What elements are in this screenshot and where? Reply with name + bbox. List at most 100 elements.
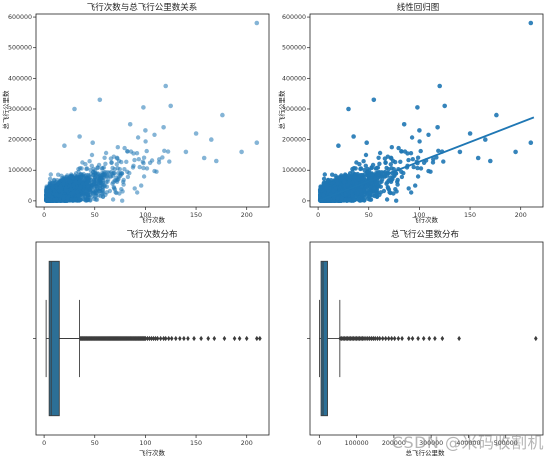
data-point: [426, 132, 431, 137]
data-point: [65, 195, 70, 201]
data-point: [343, 197, 348, 202]
x-tick-label: 0: [42, 212, 46, 219]
data-point: [102, 172, 107, 177]
y-tick-label: 0: [28, 198, 32, 205]
data-point: [56, 172, 61, 177]
data-point: [388, 162, 393, 167]
data-point: [389, 156, 394, 161]
data-point: [363, 194, 369, 199]
data-point: [160, 155, 165, 160]
data-point: [141, 155, 147, 160]
data-point: [113, 178, 118, 183]
data-point: [94, 180, 100, 185]
y-axis-label: 总飞行公里数: [1, 90, 10, 130]
data-point: [441, 159, 446, 164]
data-point: [254, 140, 260, 145]
data-point: [322, 172, 327, 177]
data-point: [111, 154, 117, 159]
data-point: [87, 159, 92, 164]
data-point: [125, 174, 131, 180]
data-point: [393, 159, 398, 165]
chart-title: 线性回归图: [397, 2, 440, 13]
data-point: [394, 198, 399, 203]
data-point: [45, 197, 50, 202]
data-point: [50, 185, 55, 191]
data-point: [380, 177, 385, 182]
data-point: [409, 190, 414, 195]
data-point: [139, 183, 144, 188]
data-point: [415, 155, 421, 160]
data-point: [168, 103, 173, 109]
data-point: [54, 192, 60, 197]
data-point: [417, 139, 422, 144]
data-point: [92, 191, 98, 196]
data-point: [113, 190, 118, 195]
data-point: [108, 174, 113, 179]
data-point: [395, 182, 400, 187]
data-point: [394, 189, 399, 194]
data-point: [77, 134, 82, 139]
data-point: [89, 194, 95, 199]
scatter-panel: 飞行次数与总飞行公里数关系 0 50 100 150 20001000002000003…: [1, 2, 270, 224]
data-point: [103, 161, 108, 166]
data-point: [99, 191, 105, 196]
data-point: [363, 152, 369, 158]
data-point: [132, 186, 137, 191]
data-point: [361, 159, 366, 164]
data-point: [385, 154, 390, 159]
data-point: [141, 174, 147, 179]
data-point: [370, 172, 375, 177]
data-point: [78, 174, 83, 180]
data-point: [102, 155, 107, 160]
data-point: [112, 167, 117, 172]
plot-frame: [35, 13, 270, 208]
data-point: [376, 183, 381, 188]
data-point: [363, 184, 369, 190]
chart-title: 飞行次数与总飞行公里数关系: [87, 2, 198, 13]
data-point: [220, 112, 225, 118]
data-point: [214, 158, 219, 164]
data-point: [76, 193, 81, 198]
data-point: [118, 172, 123, 177]
data-point: [61, 196, 66, 201]
data-point: [162, 148, 167, 153]
data-point: [143, 139, 148, 144]
data-point: [100, 166, 105, 171]
data-point: [409, 135, 415, 140]
data-point: [402, 149, 408, 154]
data-point: [74, 174, 79, 179]
data-point: [120, 189, 125, 194]
data-point: [408, 151, 414, 156]
data-point: [131, 163, 136, 168]
data-point: [107, 188, 113, 194]
data-point: [377, 150, 383, 156]
data-point: [121, 177, 126, 183]
data-point: [386, 167, 391, 172]
data-point: [115, 156, 120, 161]
data-point: [366, 170, 371, 175]
data-point: [143, 128, 148, 133]
data-point: [128, 149, 134, 154]
data-point: [415, 174, 421, 179]
y-tick-label: 600000: [8, 14, 32, 21]
data-point: [399, 169, 404, 174]
data-point: [141, 165, 146, 171]
data-point: [124, 159, 129, 164]
data-point: [109, 160, 114, 165]
data-point: [135, 190, 140, 195]
data-point: [161, 125, 166, 130]
data-point: [65, 188, 71, 193]
data-point: [163, 83, 168, 89]
data-point: [84, 166, 90, 171]
data-point: [61, 181, 66, 186]
data-point: [77, 197, 83, 202]
data-point: [96, 172, 101, 177]
x-tick-label: 50: [91, 212, 99, 219]
data-point: [406, 157, 411, 163]
data-point: [370, 162, 376, 168]
y-tick-label: 500000: [8, 45, 32, 52]
data-point: [120, 198, 125, 203]
data-point: [115, 145, 121, 150]
data-point: [73, 171, 79, 176]
data-point: [398, 159, 403, 164]
